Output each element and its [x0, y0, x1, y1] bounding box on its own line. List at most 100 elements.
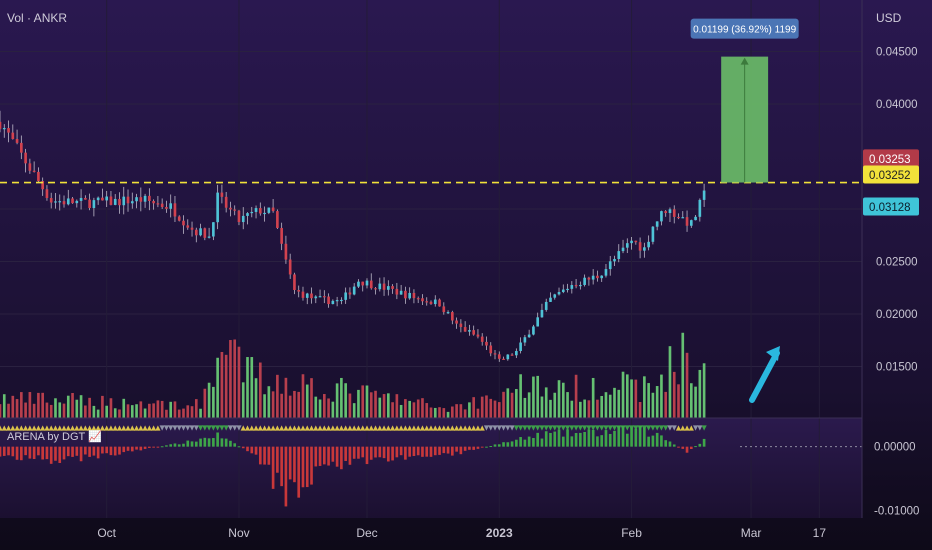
signal-marker	[155, 425, 161, 431]
volume-bar	[630, 379, 633, 418]
oscillator-bar	[233, 443, 237, 447]
volume-bar	[446, 411, 450, 418]
signal-marker	[407, 425, 413, 431]
signal-marker	[488, 425, 494, 431]
signal-marker	[573, 425, 579, 431]
candle-body	[638, 242, 642, 251]
candle-body	[0, 121, 2, 129]
signal-marker	[650, 425, 656, 431]
signal-marker	[471, 425, 477, 431]
signal-marker	[116, 425, 123, 431]
signal-marker	[87, 425, 93, 431]
candle-body	[643, 247, 646, 251]
oscillator-bar	[101, 446, 104, 454]
candle-body	[118, 198, 121, 206]
oscillator-bar	[79, 446, 83, 462]
candle-body	[344, 292, 347, 300]
volume-bar	[207, 382, 211, 418]
signal-marker	[65, 425, 71, 431]
signal-marker	[215, 425, 221, 431]
volume-bar	[561, 382, 565, 418]
oscillator-bar	[58, 446, 62, 463]
volume-bar	[677, 384, 680, 418]
signal-marker	[44, 425, 50, 431]
candle-body	[515, 351, 518, 356]
signal-marker	[684, 425, 690, 431]
candle-body	[126, 196, 130, 204]
candle-body	[421, 298, 424, 302]
volume-bar	[391, 402, 394, 418]
signal-marker	[82, 425, 88, 431]
signal-marker	[108, 425, 114, 431]
signal-marker	[287, 425, 293, 431]
oscillator-bar	[280, 446, 283, 487]
signal-marker	[172, 425, 178, 431]
signal-marker	[624, 425, 630, 431]
oscillator-bar	[651, 435, 655, 447]
oscillator-bar	[152, 446, 155, 448]
oscillator-bar	[109, 446, 113, 456]
oscillator-bar	[212, 438, 215, 447]
oscillator-bar	[519, 437, 522, 447]
time-tick-label: Dec	[356, 526, 377, 540]
oscillator-bar	[241, 446, 245, 449]
candle-body	[207, 236, 211, 238]
oscillator-bar	[20, 446, 23, 461]
signal-marker	[663, 425, 669, 431]
signal-marker	[394, 425, 400, 431]
signal-marker	[57, 425, 63, 431]
oscillator-bar	[527, 436, 531, 447]
signal-marker	[23, 425, 29, 431]
signal-marker	[91, 425, 97, 431]
candle-body	[15, 139, 19, 143]
signal-marker	[146, 425, 152, 431]
volume-bar	[421, 398, 424, 418]
candle-body	[540, 309, 544, 318]
oscillator-bar	[660, 435, 663, 447]
signal-marker	[680, 425, 686, 431]
signal-marker	[112, 425, 118, 431]
candle-body	[28, 163, 32, 171]
candle-body	[374, 288, 377, 290]
candle-body	[335, 300, 339, 302]
volume-bar	[455, 404, 458, 418]
oscillator-bar	[404, 446, 407, 460]
signal-marker	[279, 425, 285, 431]
volume-bar	[544, 387, 548, 418]
oscillator-bar	[433, 446, 437, 456]
oscillator-bar	[258, 446, 262, 465]
oscillator-bar	[105, 446, 109, 454]
signal-marker	[18, 425, 24, 431]
volume-bar	[177, 409, 181, 418]
signal-marker	[599, 425, 605, 431]
oscillator-bar	[62, 446, 66, 460]
volume-bar	[566, 392, 569, 418]
candle-body	[604, 269, 608, 276]
candle-body	[591, 275, 595, 280]
oscillator-bar	[489, 446, 493, 448]
signal-marker	[142, 425, 148, 431]
oscillator-bar	[677, 446, 680, 448]
oscillator-bar	[254, 446, 258, 455]
signal-marker	[509, 425, 515, 431]
candle-body	[587, 277, 591, 280]
oscillator-bar	[182, 443, 185, 447]
candle-body	[425, 301, 429, 303]
signal-marker	[701, 425, 707, 431]
volume-bar	[0, 404, 2, 418]
signal-marker	[526, 425, 532, 431]
oscillator-bar	[331, 446, 335, 462]
oscillator-bar	[655, 432, 659, 447]
volume-bar	[24, 402, 27, 418]
candle-body	[318, 296, 322, 298]
candle-body	[92, 200, 96, 209]
volume-bar	[583, 399, 586, 418]
candle-body	[570, 285, 574, 289]
signal-marker	[522, 425, 528, 431]
volume-bar	[357, 389, 360, 418]
signal-marker	[249, 425, 255, 431]
volume-bar	[267, 386, 271, 418]
signal-marker	[347, 425, 353, 431]
oscillator-bar	[301, 446, 305, 488]
